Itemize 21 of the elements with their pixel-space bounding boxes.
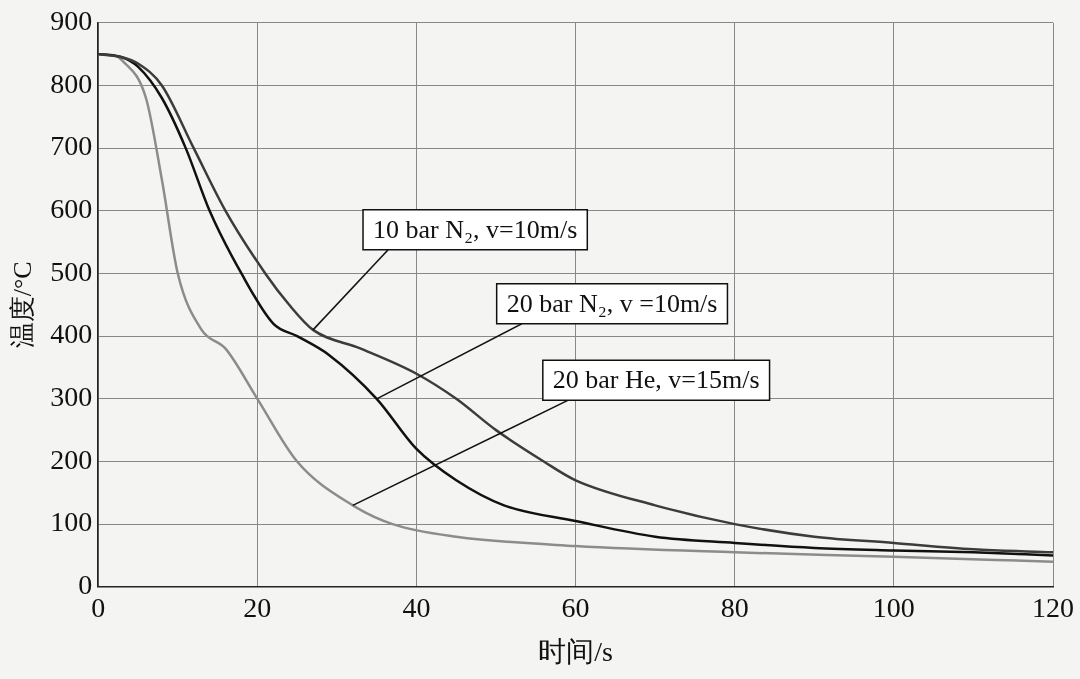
y-tick-label: 200 — [50, 443, 93, 475]
y-tick-label: 700 — [50, 130, 93, 162]
x-tick-label: 100 — [872, 591, 915, 623]
x-tick-label: 20 — [243, 591, 272, 623]
x-tick-label: 40 — [402, 591, 431, 623]
x-axis-title: 时间/s — [538, 635, 613, 667]
annotation: 10 bar N₂, v=10m/s — [373, 214, 578, 244]
y-tick-label: 0 — [78, 569, 93, 601]
annotation: 20 bar N₂, v =10m/s — [506, 288, 718, 318]
y-tick-label: 900 — [50, 5, 93, 37]
y-axis-title: 温度/°C — [8, 261, 38, 349]
x-tick-label: 120 — [1032, 591, 1074, 623]
y-tick-label: 800 — [50, 67, 93, 99]
y-tick-label: 600 — [50, 193, 93, 225]
x-tick-label: 60 — [561, 591, 590, 623]
annotation: 20 bar He, v=15m/s — [552, 365, 760, 395]
y-tick-label: 300 — [50, 381, 93, 413]
y-tick-label: 100 — [50, 506, 93, 538]
x-tick-label: 80 — [720, 591, 749, 623]
y-tick-label: 400 — [50, 318, 93, 350]
y-tick-label: 500 — [50, 255, 93, 287]
